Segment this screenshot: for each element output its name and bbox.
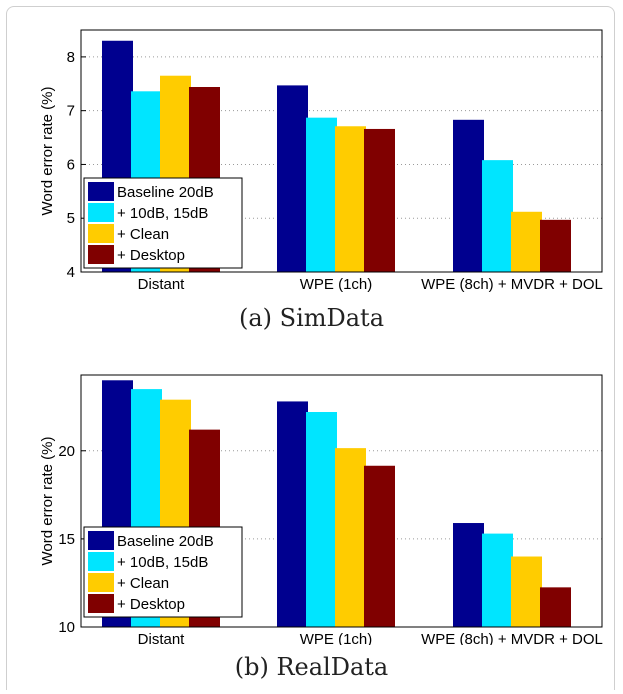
y-axis-label: Word error rate (%): [39, 437, 56, 566]
y-tick-label: 15: [58, 531, 75, 548]
realdata-bar-chart: 10 15 20 Distant WPE (1ch) WPE (8ch) + MVDR +…: [39, 374, 603, 645]
y-tick-label: 7: [67, 103, 75, 120]
bar: [540, 219, 571, 272]
realdata-caption: (b) RealData: [234, 653, 389, 681]
legend-swatch: [88, 245, 114, 264]
legend-label: + Clean: [117, 226, 169, 243]
legend-swatch: [88, 203, 114, 222]
bar: [277, 85, 308, 272]
y-axis-label: Word error rate (%): [39, 87, 56, 216]
bar: [453, 523, 484, 627]
axes-box: [80, 374, 603, 628]
bar: [364, 128, 395, 272]
legend-label: + Desktop: [117, 247, 185, 264]
legend-swatch: [88, 594, 114, 613]
x-category-label: WPE (1ch): [300, 631, 373, 645]
bar: [511, 211, 542, 272]
bar: [540, 587, 571, 627]
legend-swatch: [88, 182, 114, 201]
x-category-label: Distant: [138, 631, 186, 645]
bar: [335, 448, 366, 627]
bar: [306, 117, 337, 272]
bar: [277, 401, 308, 627]
y-tick-label: 10: [58, 619, 75, 636]
y-tick-label: 5: [67, 210, 75, 227]
figure-frame: [6, 6, 615, 690]
legend-swatch: [88, 224, 114, 243]
bar: [453, 119, 484, 272]
legend-label: + 10dB, 15dB: [117, 205, 208, 222]
bar: [306, 412, 337, 627]
x-category-label: Distant: [138, 276, 186, 293]
x-category-label: WPE (8ch) + MVDR + DOL: [421, 276, 603, 293]
legend-label: Baseline 20dB: [117, 533, 214, 550]
legend-label: + Desktop: [117, 596, 185, 613]
x-category-label: WPE (1ch): [300, 276, 373, 293]
simdata-caption: (a) SimData: [238, 304, 385, 332]
y-tick-label: 20: [58, 443, 75, 460]
bar: [482, 533, 513, 627]
legend-swatch: [88, 531, 114, 550]
legend-swatch: [88, 573, 114, 592]
simdata-bar-chart: 4 5 6 7 8 Distant WPE (1ch) WPE (8ch) + MVDR + …: [39, 29, 603, 293]
panel-realdata: 10 15 20 Distant WPE (1ch) WPE (8ch) + MVDR +…: [0, 345, 623, 694]
legend-label: + 10dB, 15dB: [117, 554, 208, 571]
panel-simdata: 4 5 6 7 8 Distant WPE (1ch) WPE (8ch) + MVDR + …: [0, 0, 623, 345]
y-tick-label: 4: [67, 264, 75, 281]
y-tick-label: 8: [67, 49, 75, 66]
bar: [511, 556, 542, 627]
legend-label: + Clean: [117, 575, 169, 592]
legend-label: Baseline 20dB: [117, 184, 214, 201]
legend-swatch: [88, 552, 114, 571]
bar: [335, 126, 366, 272]
x-category-label: WPE (8ch) + MVDR + DOL: [421, 631, 603, 645]
bar: [482, 160, 513, 272]
bar: [364, 465, 395, 627]
y-tick-label: 6: [67, 156, 75, 173]
axes-box: [80, 29, 603, 273]
